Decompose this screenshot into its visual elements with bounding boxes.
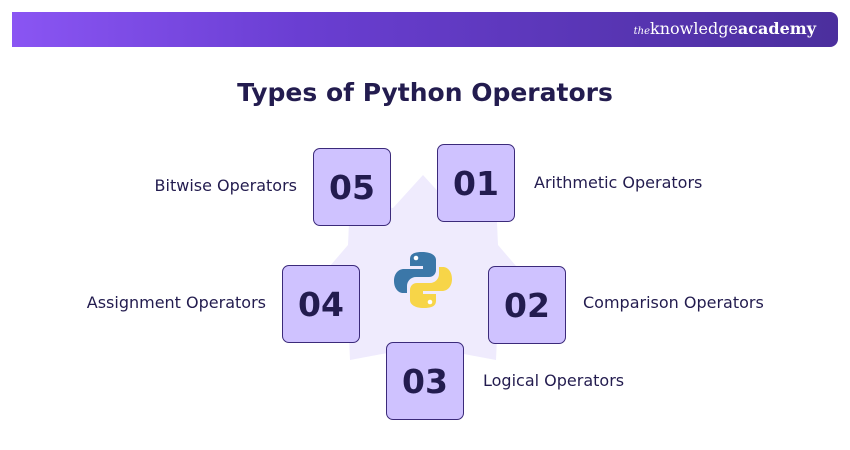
python-logo-icon (394, 252, 452, 308)
item-box-03: 03 (386, 342, 464, 420)
item-label-logical: Logical Operators (483, 371, 625, 390)
item-label-comparison: Comparison Operators (583, 293, 764, 312)
logo-name-light: knowledge (650, 19, 738, 38)
item-box-01: 01 (437, 144, 515, 222)
item-label-bitwise: Bitwise Operators (154, 176, 297, 195)
logo-name-bold: academy (737, 19, 816, 38)
header-banner: theknowledgeacademy (12, 12, 838, 47)
brand-logo: theknowledgeacademy (634, 19, 816, 38)
item-box-02: 02 (488, 266, 566, 344)
item-label-assignment: Assignment Operators (86, 293, 266, 312)
item-label-arithmetic: Arithmetic Operators (534, 173, 703, 192)
background-star-shape (318, 175, 528, 385)
logo-prefix: the (633, 26, 651, 37)
item-box-04: 04 (282, 265, 360, 343)
page-title: Types of Python Operators (237, 78, 613, 107)
item-box-05: 05 (313, 148, 391, 226)
